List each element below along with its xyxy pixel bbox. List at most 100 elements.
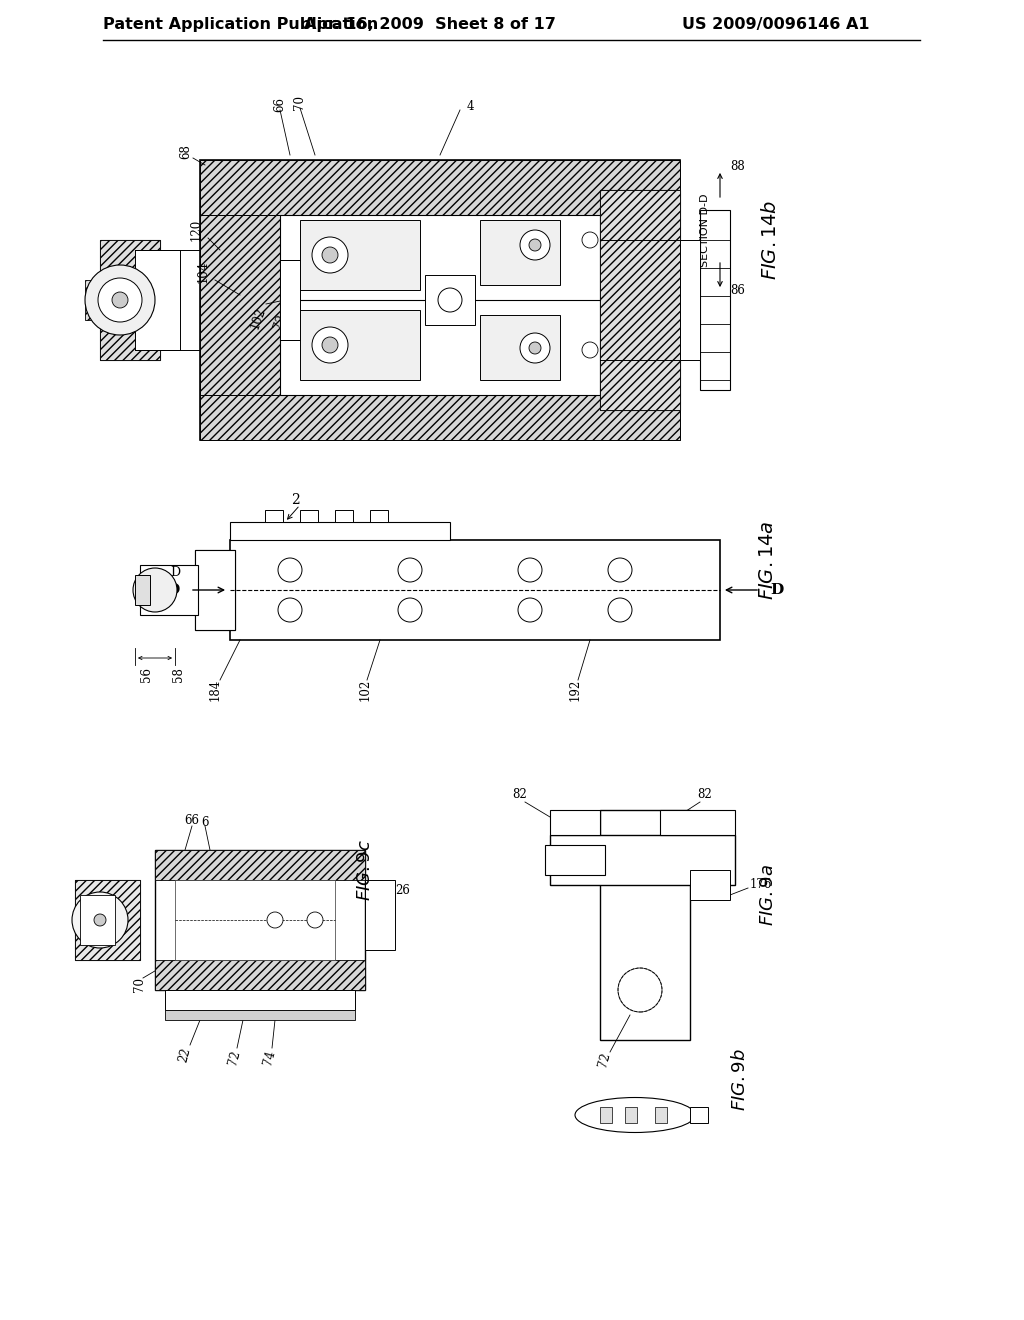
Bar bbox=[600, 190, 680, 411]
Text: 82: 82 bbox=[697, 788, 713, 801]
Text: Apr. 16, 2009  Sheet 8 of 17: Apr. 16, 2009 Sheet 8 of 17 bbox=[304, 17, 556, 33]
Bar bbox=[100, 240, 160, 360]
Text: 70: 70 bbox=[557, 849, 572, 862]
Circle shape bbox=[133, 568, 177, 612]
Text: D: D bbox=[770, 583, 783, 597]
Text: $\it{FIG.14a}$: $\it{FIG.14a}$ bbox=[759, 520, 777, 599]
Bar bbox=[690, 1107, 708, 1123]
Text: 108: 108 bbox=[348, 317, 368, 343]
Circle shape bbox=[608, 598, 632, 622]
Text: 74: 74 bbox=[262, 1049, 279, 1067]
Bar bbox=[550, 836, 735, 884]
Circle shape bbox=[312, 327, 348, 363]
Bar bbox=[300, 310, 420, 380]
Circle shape bbox=[85, 265, 155, 335]
Bar bbox=[165, 990, 355, 1010]
Bar bbox=[135, 249, 180, 350]
Bar bbox=[230, 521, 450, 540]
Text: 186: 186 bbox=[321, 315, 340, 341]
Circle shape bbox=[398, 558, 422, 582]
Bar bbox=[155, 850, 365, 990]
Bar bbox=[690, 870, 730, 900]
Circle shape bbox=[520, 230, 550, 260]
Bar bbox=[625, 1107, 637, 1123]
Text: 56: 56 bbox=[140, 668, 153, 682]
Circle shape bbox=[278, 598, 302, 622]
Text: 58: 58 bbox=[172, 668, 185, 682]
Bar bbox=[165, 1010, 355, 1020]
Circle shape bbox=[529, 342, 541, 354]
Circle shape bbox=[94, 913, 106, 927]
Bar bbox=[600, 1107, 612, 1123]
Circle shape bbox=[582, 342, 598, 358]
Circle shape bbox=[112, 292, 128, 308]
Text: 88: 88 bbox=[730, 161, 744, 173]
Circle shape bbox=[438, 288, 462, 312]
Text: 72: 72 bbox=[271, 313, 289, 331]
Text: $\it{FIG.9c}$: $\it{FIG.9c}$ bbox=[356, 840, 374, 902]
Bar bbox=[480, 220, 560, 285]
Text: 72: 72 bbox=[226, 1049, 244, 1067]
Bar bbox=[200, 160, 680, 215]
Bar bbox=[80, 895, 115, 945]
Text: $\it{FIG.9b}$: $\it{FIG.9b}$ bbox=[731, 1048, 749, 1111]
Text: 70: 70 bbox=[133, 978, 146, 993]
Bar bbox=[300, 510, 318, 521]
Bar bbox=[280, 260, 300, 341]
Text: 2: 2 bbox=[291, 492, 299, 507]
Circle shape bbox=[278, 558, 302, 582]
Text: $\it{FIG.9a}$: $\it{FIG.9a}$ bbox=[759, 863, 777, 927]
Text: $\it{FIG.14b}$: $\it{FIG.14b}$ bbox=[761, 199, 779, 280]
Circle shape bbox=[520, 333, 550, 363]
Text: 66: 66 bbox=[273, 98, 287, 112]
Circle shape bbox=[86, 906, 114, 935]
Circle shape bbox=[582, 232, 598, 248]
Text: D: D bbox=[167, 583, 180, 597]
Circle shape bbox=[322, 337, 338, 352]
Circle shape bbox=[398, 598, 422, 622]
Circle shape bbox=[312, 238, 348, 273]
Circle shape bbox=[72, 892, 128, 948]
Text: 72: 72 bbox=[597, 1051, 613, 1069]
Bar bbox=[370, 510, 388, 521]
Text: 176: 176 bbox=[750, 879, 772, 891]
Ellipse shape bbox=[575, 1097, 695, 1133]
Bar bbox=[545, 845, 605, 875]
Bar bbox=[75, 880, 140, 960]
Bar bbox=[600, 190, 680, 411]
Bar bbox=[300, 220, 420, 290]
Text: 120: 120 bbox=[190, 219, 203, 242]
Text: 184: 184 bbox=[209, 678, 221, 701]
Bar bbox=[135, 576, 150, 605]
Bar bbox=[480, 315, 560, 380]
Bar bbox=[200, 395, 680, 440]
Circle shape bbox=[518, 558, 542, 582]
Text: D: D bbox=[170, 565, 180, 578]
Text: 22: 22 bbox=[177, 1047, 194, 1064]
Text: 104: 104 bbox=[197, 261, 210, 284]
Circle shape bbox=[618, 968, 662, 1012]
Bar bbox=[195, 550, 234, 630]
Bar bbox=[265, 510, 283, 521]
Text: 68: 68 bbox=[179, 145, 193, 160]
Text: 192: 192 bbox=[568, 678, 582, 701]
Text: Patent Application Publication: Patent Application Publication bbox=[103, 17, 378, 33]
Text: 86: 86 bbox=[730, 284, 744, 297]
Circle shape bbox=[322, 247, 338, 263]
Bar bbox=[425, 275, 475, 325]
Circle shape bbox=[608, 558, 632, 582]
Bar bbox=[600, 810, 690, 1040]
Bar bbox=[100, 240, 160, 360]
Bar bbox=[200, 160, 680, 440]
Bar bbox=[550, 810, 600, 836]
Bar bbox=[365, 880, 395, 950]
Bar bbox=[175, 880, 335, 960]
Text: 102: 102 bbox=[248, 305, 268, 331]
Text: 70: 70 bbox=[294, 95, 306, 111]
Text: 6: 6 bbox=[202, 816, 209, 829]
Bar bbox=[655, 1107, 667, 1123]
Text: SECTION D-D: SECTION D-D bbox=[700, 193, 710, 267]
Bar bbox=[195, 550, 234, 630]
Text: 26: 26 bbox=[395, 883, 410, 896]
Bar bbox=[660, 810, 735, 836]
